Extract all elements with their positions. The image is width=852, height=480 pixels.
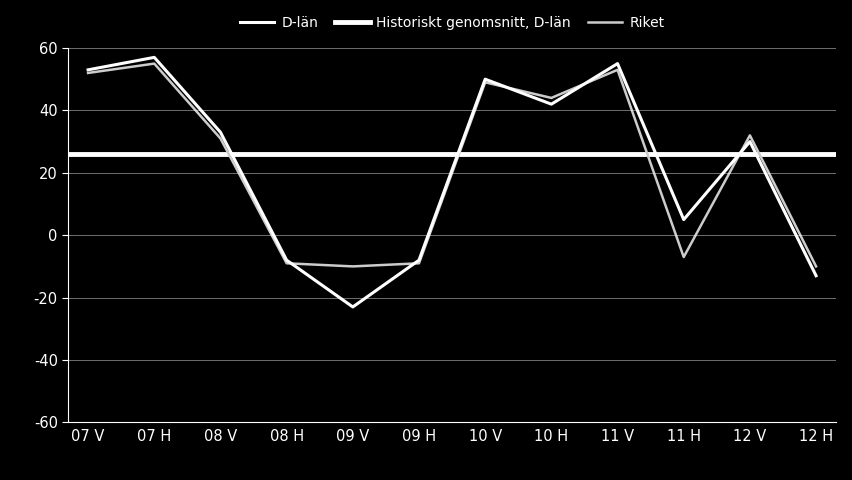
Legend: D-län, Historiskt genomsnitt, D-län, Riket: D-län, Historiskt genomsnitt, D-län, Rik… — [233, 10, 670, 35]
